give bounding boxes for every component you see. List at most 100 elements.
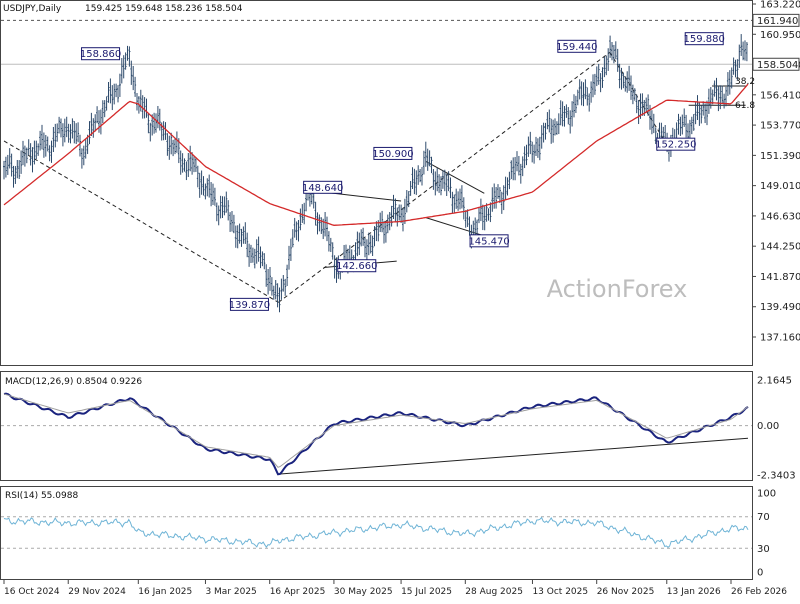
price-bar [590,81,593,103]
price-bar [706,100,708,126]
price-bar [552,119,555,143]
price-bar [559,100,562,126]
price-bar [204,183,207,200]
price-bar [438,174,441,193]
price-bar [223,196,226,216]
price-bar [371,235,374,257]
price-bar [10,153,13,177]
price-bar [198,172,201,198]
price-bar [383,220,385,244]
price-bar [599,73,602,93]
price-bar [519,163,522,184]
price-bar [23,145,26,167]
price-bar [476,219,479,235]
price-bar [329,237,332,253]
price-bar [276,283,279,308]
price-bar [394,198,397,222]
price-callout-label: 152.250 [655,140,696,151]
price-bar [654,127,657,145]
price-bar [212,183,214,206]
price-bar [744,40,746,61]
x-tick-label: 3 Mar 2025 [205,587,256,597]
price-bar [324,212,327,237]
price-bar [536,138,539,158]
price-bar [94,114,97,132]
price-bar [122,55,125,79]
price-bar [16,159,19,179]
price-bar [548,109,551,133]
price-panel-frame [0,0,753,366]
price-bar [578,79,581,100]
price-bar [512,157,515,181]
price-bar [641,93,644,116]
price-bar [709,87,712,109]
price-bar [531,141,534,163]
price-bar [593,73,596,95]
price-bar [478,207,480,224]
y-tick-label: 141.870 [760,272,800,283]
price-bar [690,116,693,135]
price-callout-label: 142.660 [336,261,377,272]
price-bar [6,154,9,175]
price-bar [79,134,81,157]
price-bar [405,190,408,213]
reference-level-tag-label: 161.940 [757,16,798,27]
price-bar [288,245,290,270]
price-bar [333,255,336,279]
price-bar [265,264,268,287]
fib-line-low-to-high [278,51,611,303]
price-bar [421,167,423,186]
price-bar [41,124,43,150]
price-bar [677,113,680,135]
x-tick-label: 26 Nov 2025 [597,587,655,597]
price-bar [187,152,190,177]
price-bar [42,132,45,158]
price-bar [563,106,566,127]
price-bar [22,140,24,166]
x-tick-label: 13 Oct 2025 [532,587,588,597]
price-bar [145,98,148,118]
price-bar [586,87,589,106]
price-bar [139,89,142,112]
price-bar [607,48,610,71]
price-bar [417,165,420,185]
price-bar [156,105,159,129]
price-bar [388,211,391,231]
price-bar [286,264,289,287]
price-bar [631,84,634,105]
price-bar [618,63,621,89]
price-bar [326,216,328,242]
price-callout-label: 159.440 [556,42,597,53]
price-bar [101,100,104,124]
price-bar [645,97,648,113]
price-bar [217,205,220,226]
price-bar [253,248,256,269]
price-bar [132,65,135,91]
price-bar [544,122,547,140]
price-bar [84,138,87,159]
price-bar [164,122,167,140]
price-bar [498,187,501,204]
price-bar [3,160,5,180]
price-bar [510,160,513,180]
price-bar [179,150,182,175]
price-bar [364,237,366,258]
price-bar [181,153,184,173]
price-bar [92,118,95,138]
price-bar [588,93,591,112]
price-bar [523,146,526,169]
price-bar [647,94,650,116]
price-bar [381,210,384,233]
price-bar [227,200,230,221]
price-bar [191,152,194,175]
price-callout: 150.900 [372,146,414,160]
price-bar [430,156,433,174]
price-bar [155,113,157,133]
price-bar [48,145,51,162]
price-bar [320,217,323,234]
price-bar [459,188,461,210]
price-bar [269,266,271,291]
price-bar [457,191,460,211]
price-bar [280,278,283,300]
